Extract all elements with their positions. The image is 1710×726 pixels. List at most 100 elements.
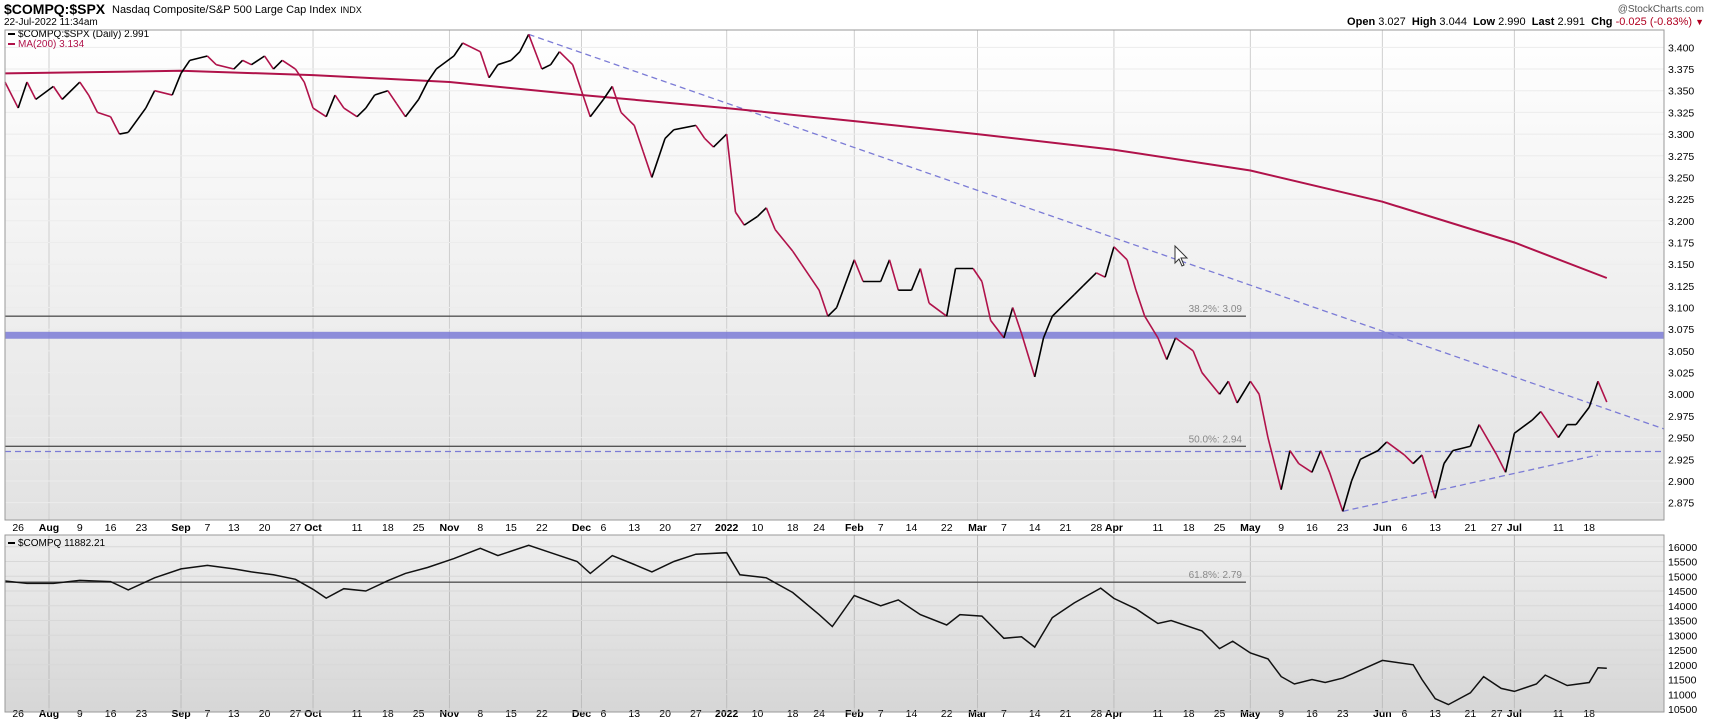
price-segment xyxy=(479,51,490,78)
y-tick-label: 11500 xyxy=(1668,675,1697,687)
x-tick-label: Dec xyxy=(572,708,591,720)
x-tick-label: 25 xyxy=(413,522,425,534)
price-segment xyxy=(109,116,121,135)
x-tick-label: 13 xyxy=(228,708,240,720)
x-tick-label: 27 xyxy=(1491,522,1503,534)
price-segment xyxy=(541,63,552,70)
compq-line xyxy=(4,544,1607,706)
x-tick-label: 18 xyxy=(1583,708,1595,720)
x-tick-label: 23 xyxy=(1337,522,1349,534)
ohlc-readout: Open 3.027 High 3.044 Low 2.990 Last 2.9… xyxy=(1347,16,1704,28)
y-tick-label: 3.125 xyxy=(1668,281,1694,293)
exchange-label: INDX xyxy=(340,5,362,15)
price-segment xyxy=(1113,246,1128,261)
x-tick-label: 9 xyxy=(77,708,83,720)
top-panel-frame xyxy=(4,29,1665,521)
price-segment xyxy=(35,85,54,101)
x-tick-label: 14 xyxy=(1029,708,1041,720)
price-segment xyxy=(981,281,992,321)
price-segment xyxy=(1386,441,1405,456)
x-tick-label: 26 xyxy=(12,708,24,720)
price-segment xyxy=(1403,454,1414,465)
price-segment xyxy=(589,98,605,118)
price-segment xyxy=(1421,454,1436,499)
price-segment xyxy=(145,90,156,109)
x-tick-label: Apr xyxy=(1105,708,1123,720)
price-segment xyxy=(303,81,314,109)
price-segment xyxy=(1341,480,1353,512)
price-segment xyxy=(853,259,864,282)
x-tick-label: 10 xyxy=(752,708,764,720)
price-segment xyxy=(1020,333,1036,378)
x-tick-label: 10 xyxy=(752,522,764,534)
x-tick-label: 11 xyxy=(1152,522,1163,534)
x-tick-label: 24 xyxy=(813,522,825,534)
price-segment xyxy=(835,259,856,308)
y-tick-label: 14000 xyxy=(1668,601,1697,613)
y-tick-label: 15500 xyxy=(1668,557,1697,569)
x-tick-label: Feb xyxy=(845,522,864,534)
trendline xyxy=(528,33,1665,430)
price-segment xyxy=(1434,463,1445,499)
last-value: 2.991 xyxy=(1557,16,1585,28)
price-segment xyxy=(527,34,543,70)
price-segment xyxy=(818,289,829,317)
price-segment xyxy=(1443,450,1454,465)
x-tick-label: 22 xyxy=(941,708,953,720)
price-segment xyxy=(1073,285,1084,296)
price-segment xyxy=(356,107,367,118)
price-segment xyxy=(1064,293,1075,304)
x-tick-label: 23 xyxy=(136,522,148,534)
price-segment xyxy=(725,133,737,213)
x-tick-label: 16 xyxy=(1306,522,1318,534)
y-tick-label: 3.100 xyxy=(1668,303,1694,315)
x-tick-label: 18 xyxy=(382,522,394,534)
high-value: 3.044 xyxy=(1439,16,1467,28)
high-label: High xyxy=(1411,16,1437,28)
x-tick-label: 2022 xyxy=(715,708,739,720)
x-tick-label: 27 xyxy=(690,522,702,534)
price-segment xyxy=(734,211,745,226)
x-tick-label: Jun xyxy=(1373,522,1392,534)
y-tick-label: 10500 xyxy=(1668,704,1697,716)
price-segment xyxy=(417,81,429,100)
price-segment xyxy=(294,68,305,83)
x-tick-label: 11 xyxy=(1553,522,1564,534)
x-tick-label: 21 xyxy=(1465,522,1477,534)
y-tick-label: 3.300 xyxy=(1668,129,1694,141)
x-tick-label: 27 xyxy=(290,522,302,534)
price-segment xyxy=(1236,380,1252,404)
x-tick-label: 15 xyxy=(505,708,517,720)
open-label: Open xyxy=(1347,16,1376,28)
y-tick-label: 3.400 xyxy=(1668,42,1694,54)
x-tick-label: 14 xyxy=(906,708,918,720)
price-segment xyxy=(1011,307,1023,334)
y-tick-label: 3.075 xyxy=(1668,324,1694,336)
x-tick-label: 27 xyxy=(1491,708,1503,720)
price-segment xyxy=(26,81,37,100)
x-tick-label: Sep xyxy=(171,708,190,720)
price-segment xyxy=(1452,445,1471,452)
price-segment xyxy=(189,55,208,62)
low-label: Low xyxy=(1473,16,1496,28)
price-segment xyxy=(1165,337,1177,360)
x-tick-label: Nov xyxy=(440,522,460,534)
price-segment xyxy=(800,263,820,291)
x-tick-label: 23 xyxy=(1337,708,1349,720)
price-segment xyxy=(602,85,613,100)
price-segment xyxy=(1588,380,1599,408)
price-segment xyxy=(704,137,715,148)
x-tick-label: 13 xyxy=(628,708,640,720)
price-segment xyxy=(374,89,389,96)
legend-label: $COMPQ 11882.21 xyxy=(18,538,106,549)
x-tick-label: 16 xyxy=(105,708,117,720)
price-segment xyxy=(945,268,957,317)
x-tick-label: 9 xyxy=(77,522,83,534)
y-tick-label: 14500 xyxy=(1668,586,1697,598)
price-segment xyxy=(1597,380,1608,403)
top-panel-bg xyxy=(5,30,1664,520)
price-segment xyxy=(774,228,794,252)
price-segment xyxy=(879,259,891,282)
x-tick-label: 15 xyxy=(505,522,517,534)
price-segment xyxy=(1469,424,1480,447)
